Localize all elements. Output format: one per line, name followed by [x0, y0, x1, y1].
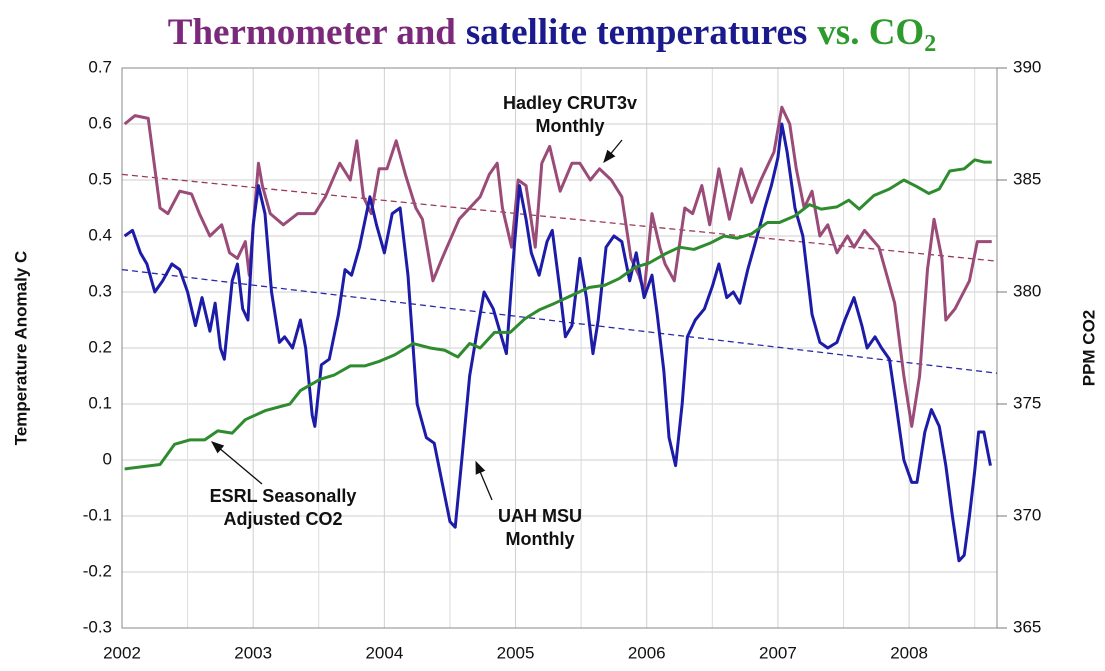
y2-axis-title: PPM CO2: [1079, 310, 1098, 387]
title-part: 2: [924, 31, 936, 57]
title-part: Thermometer and: [168, 12, 456, 53]
x-tick-label: 2004: [365, 643, 403, 662]
x-tick-label: 2005: [497, 643, 535, 662]
y-tick-label: 0: [103, 449, 112, 468]
y-tick-label: -0.1: [83, 505, 112, 524]
y-tick-label: 0.6: [88, 113, 112, 132]
y-axis-title: Temperature Anomaly C: [11, 251, 30, 446]
y-tick-label: -0.2: [83, 561, 112, 580]
annotation: UAH MSU: [498, 506, 582, 526]
x-tick-label: 2002: [103, 643, 141, 662]
trend-line: [121, 268, 998, 374]
y2-tick-label: 385: [1013, 169, 1041, 188]
x-tick-label: 2003: [234, 643, 272, 662]
y2-tick-label: 370: [1013, 505, 1041, 524]
y-tick-label: 0.5: [88, 169, 112, 188]
plot-frame: [121, 67, 998, 629]
y2-tick-label: 390: [1013, 57, 1041, 76]
annotation: Monthly: [536, 116, 605, 136]
y-tick-label: -0.3: [83, 617, 112, 636]
annotation: Adjusted CO2: [223, 509, 342, 529]
data-line: [123, 105, 992, 428]
annotation: Monthly: [506, 529, 575, 549]
annotation-arrow: [603, 139, 623, 164]
y-tick-label: 0.4: [88, 225, 112, 244]
trend-line: [121, 173, 998, 262]
y-tick-label: 0.1: [88, 393, 112, 412]
annotation: ESRL Seasonally: [210, 486, 357, 506]
y2-tick-label: 365: [1013, 617, 1041, 636]
y-tick-label: 0.7: [88, 57, 112, 76]
annotation: Hadley CRUT3v: [503, 93, 637, 113]
data-line: [123, 122, 992, 563]
annotation-arrow: [475, 460, 493, 501]
y-tick-label: 0.2: [88, 337, 112, 356]
chart-title: Thermometer and satellite temperatures vs.…: [168, 12, 936, 56]
annotation-arrow: [211, 441, 263, 485]
x-tick-label: 2006: [628, 643, 666, 662]
data-line: [124, 158, 992, 471]
y2-tick-label: 380: [1013, 281, 1041, 300]
y-tick-label: 0.3: [88, 281, 112, 300]
y2-tick-label: 375: [1013, 393, 1041, 412]
x-tick-label: 2007: [759, 643, 797, 662]
title-part: satellite temperatures: [466, 12, 807, 53]
x-tick-label: 2008: [890, 643, 928, 662]
title-part: vs. CO: [817, 12, 924, 53]
